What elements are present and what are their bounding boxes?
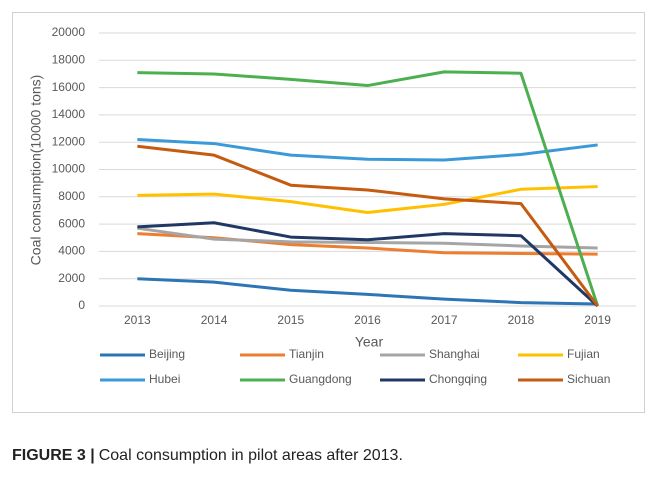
y-tick-label: 10000 xyxy=(52,162,86,176)
legend-label: Guangdong xyxy=(289,372,352,386)
x-tick-label: 2016 xyxy=(354,313,381,327)
legend-label: Hubei xyxy=(149,372,180,386)
legend-label: Fujian xyxy=(567,347,600,361)
legend-label: Shanghai xyxy=(429,347,480,361)
y-tick-label: 18000 xyxy=(52,52,86,66)
x-axis-label: Year xyxy=(355,334,384,350)
x-tick-label: 2013 xyxy=(124,313,151,327)
caption: FIGURE 3 | Coal consumption in pilot area… xyxy=(12,447,403,464)
y-tick-label: 12000 xyxy=(52,134,86,148)
series-line xyxy=(137,137,598,162)
legend-label: Beijing xyxy=(149,347,185,361)
y-tick-label: 8000 xyxy=(58,189,85,203)
y-tick-label: 4000 xyxy=(58,244,85,258)
series-line xyxy=(137,70,600,307)
x-tick-label: 2015 xyxy=(277,313,304,327)
x-tick-label: 2014 xyxy=(201,313,228,327)
x-tick-label: 2017 xyxy=(431,313,458,327)
caption-text: Coal consumption in pilot areas after 20… xyxy=(99,447,403,464)
y-tick-label: 0 xyxy=(78,298,85,312)
legend-label: Tianjin xyxy=(289,347,324,361)
series-line xyxy=(137,277,598,306)
caption-label: FIGURE 3 | xyxy=(12,447,95,464)
legend-label: Chongqing xyxy=(429,372,487,386)
series-line xyxy=(137,221,599,308)
y-tick-label: 2000 xyxy=(58,271,85,285)
y-axis-label: Coal consumption(10000 tons) xyxy=(28,75,44,266)
y-tick-label: 20000 xyxy=(52,25,86,39)
y-tick-label: 14000 xyxy=(52,107,86,121)
x-tick-label: 2018 xyxy=(508,313,535,327)
legend-label: Sichuan xyxy=(567,372,610,386)
y-tick-label: 16000 xyxy=(52,80,86,94)
series-line xyxy=(137,144,599,307)
x-tick-label: 2019 xyxy=(584,313,611,327)
y-tick-label: 6000 xyxy=(58,216,85,230)
series-line xyxy=(137,185,598,214)
chart-frame xyxy=(12,12,645,413)
series-line xyxy=(137,226,598,250)
